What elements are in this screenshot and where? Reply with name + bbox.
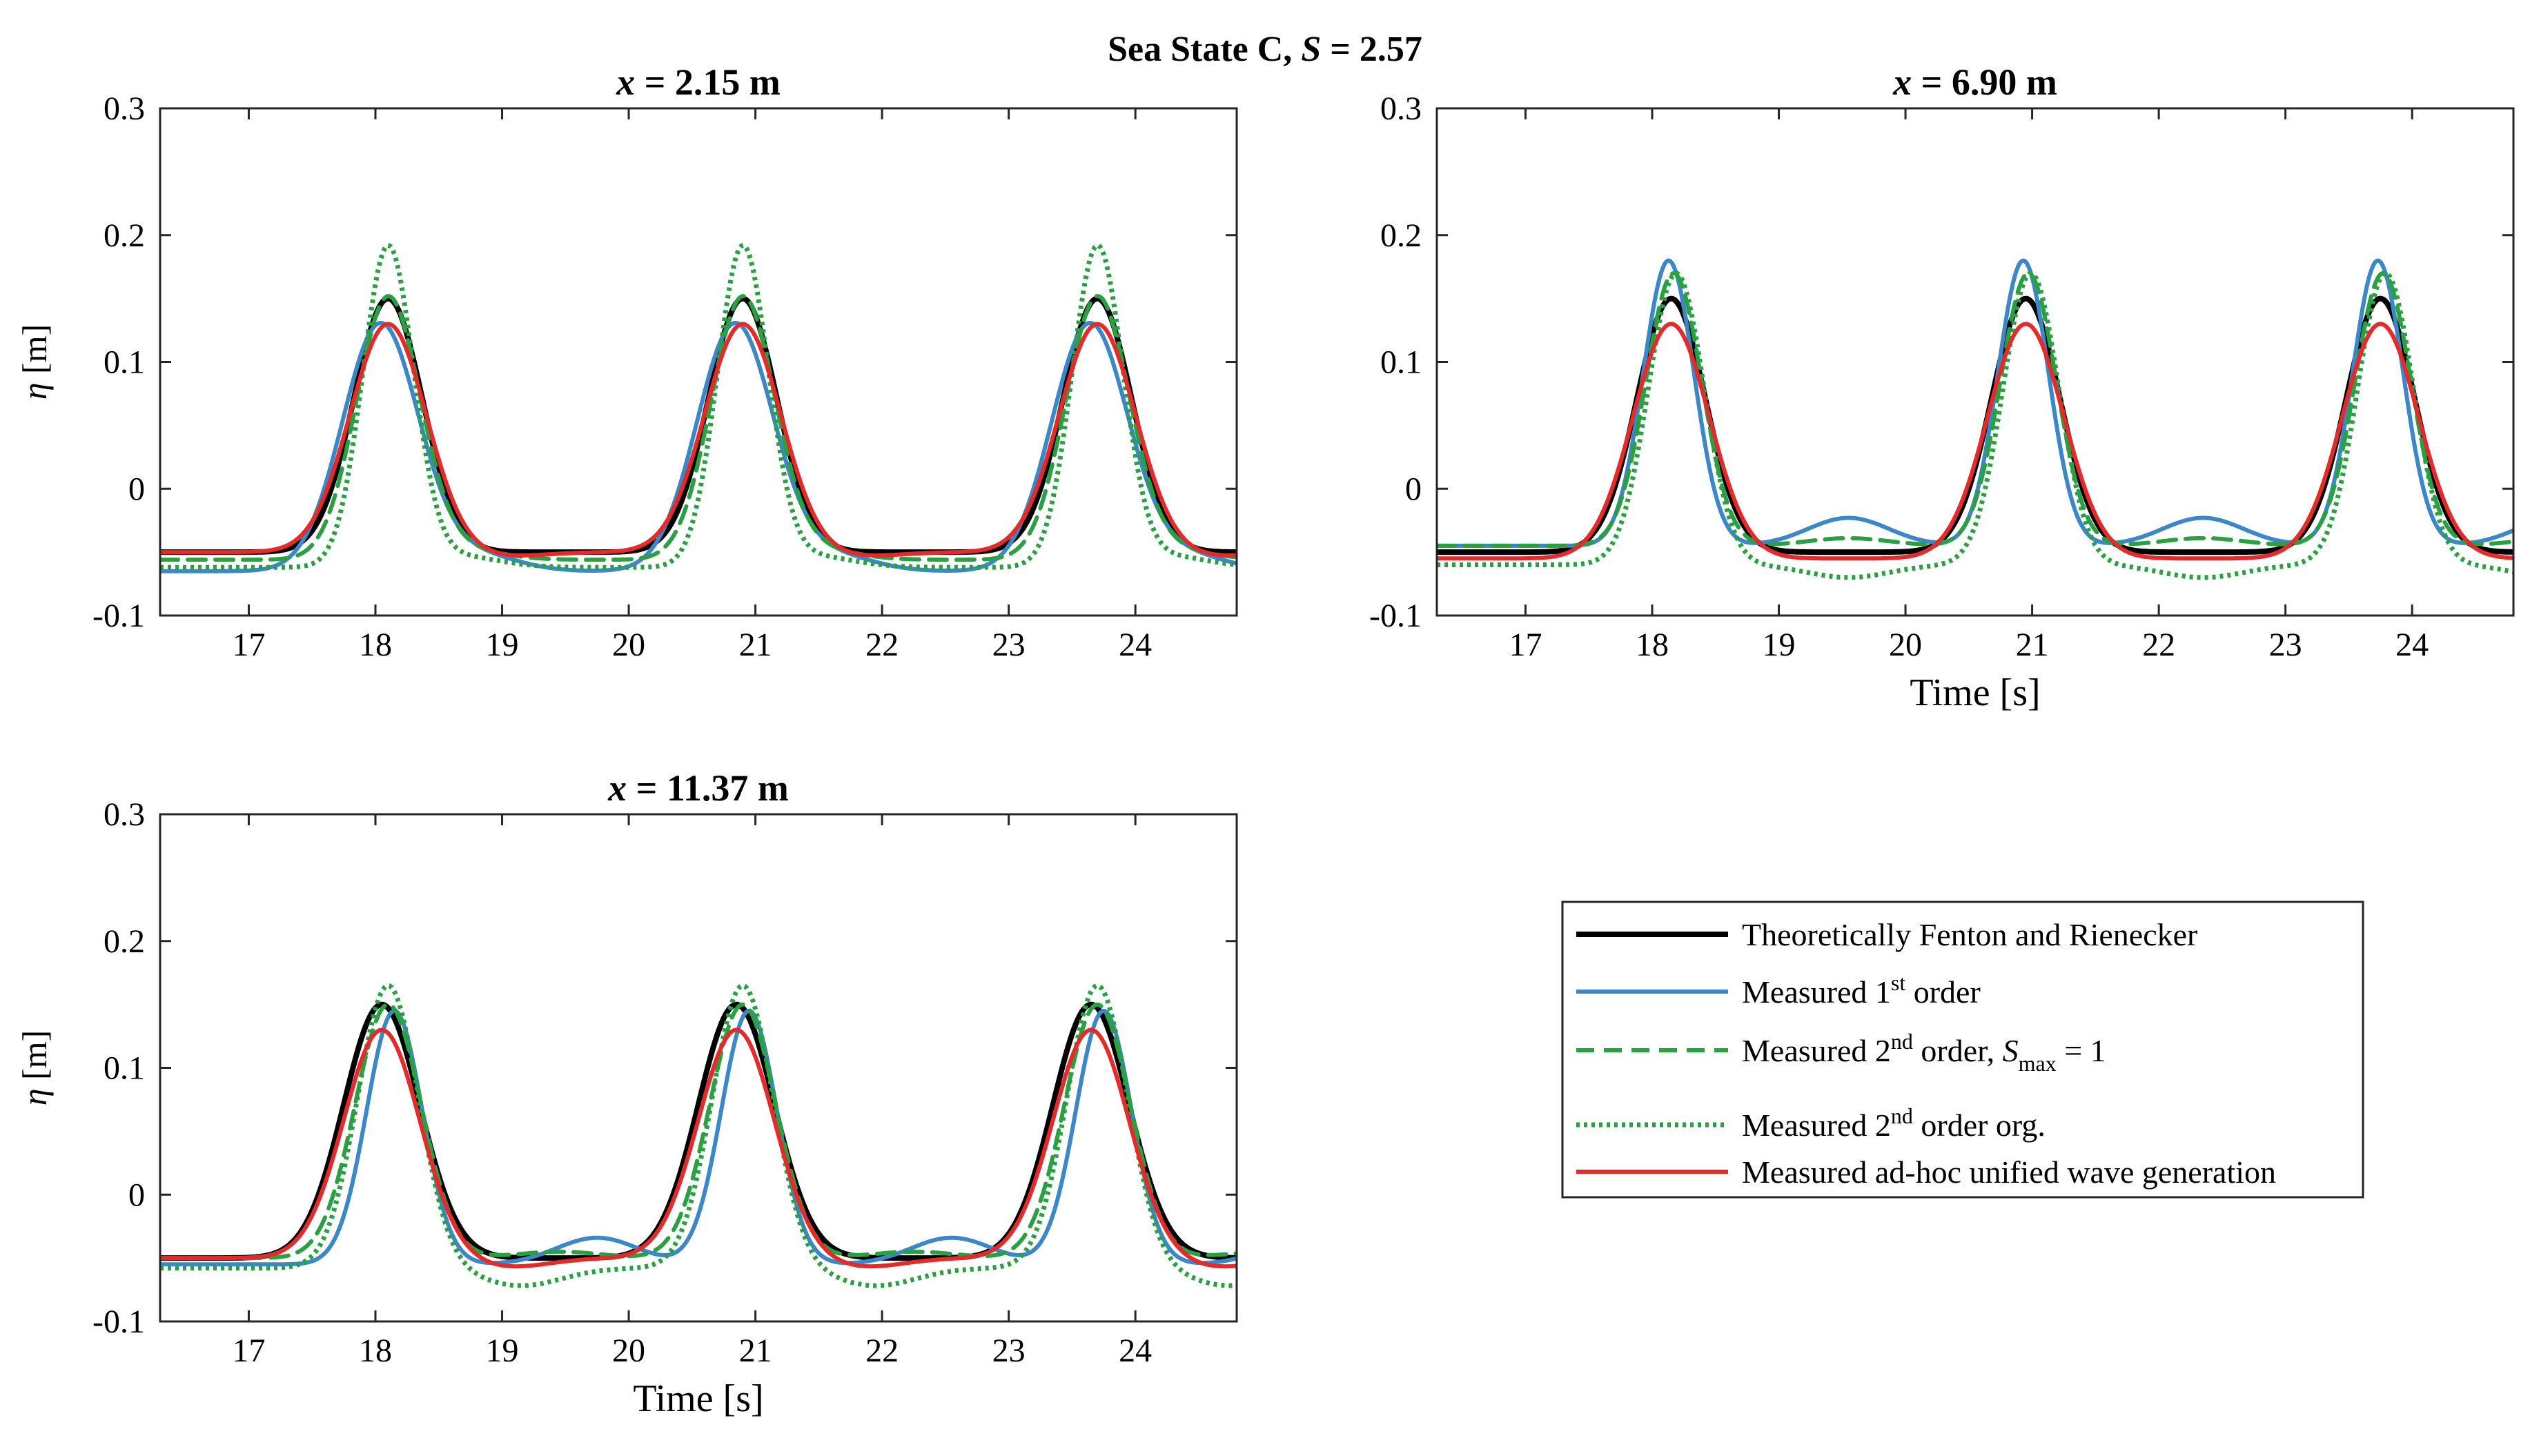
y-axis-label-unit: [m] — [15, 1030, 54, 1089]
subplot-grid: 17 18 19 20 21 22 23 24 -0.1 0 0.1 0.2 0.3 x = 2.15 m… — [15, 61, 2515, 1420]
y-tick-label: 0.2 — [1380, 217, 1422, 254]
y-tick-label: -0.1 — [1369, 598, 1422, 634]
y-tick-label: 0.1 — [104, 1050, 145, 1087]
legend-label-theory: Theoretically Fenton and Rienecker — [1742, 917, 2197, 952]
y-tick-label: 0.1 — [104, 344, 145, 381]
subplot-title: x = 6.90 m — [1892, 61, 2057, 103]
x-tick-label: 21 — [739, 1332, 772, 1369]
x-tick-label: 22 — [2142, 627, 2175, 663]
x-axis-label: Time [s] — [633, 1377, 763, 1420]
y-axis-label-variable: η — [15, 382, 54, 400]
series-line-second-order-org — [160, 983, 1237, 1288]
series-line-second-order-org — [160, 243, 1237, 570]
series-line-second-order — [160, 1002, 1237, 1261]
series-line-unified — [160, 322, 1237, 558]
x-tick-label: 20 — [612, 1332, 645, 1369]
legend: Theoretically Fenton and Rienecker Measur… — [1561, 901, 2364, 1199]
y-tick-label: 0.2 — [104, 923, 145, 960]
x-tick-label: 20 — [612, 627, 645, 663]
y-tick-label: 0.1 — [1380, 344, 1422, 381]
x-tick-label: 19 — [486, 627, 519, 663]
y-tick-label: 0 — [128, 471, 145, 507]
x-axis-label: Time [s] — [1910, 671, 2040, 714]
subplot-title-variable: x — [607, 767, 627, 809]
x-tick-label: 17 — [1509, 627, 1542, 663]
y-tick-label: 0.3 — [1380, 90, 1422, 127]
x-tick-label: 22 — [865, 1332, 899, 1369]
subplot-title-variable: x — [616, 61, 635, 103]
legend-label-first-order: Measured 1st order — [1742, 970, 1981, 1010]
x-tick-label: 19 — [1763, 627, 1796, 663]
x-tick-label: 17 — [232, 1332, 265, 1369]
subplot-2: 17 18 19 20 21 22 23 24 -0.1 0 0.1 0.2 0.3 x = 6.90 m… — [1369, 61, 2515, 714]
subplot-title-value: = 6.90 m — [1912, 61, 2057, 103]
y-tick-label: -0.1 — [92, 1303, 145, 1340]
plot-area — [1437, 258, 2513, 580]
subplot-title-value: = 2.15 m — [635, 61, 781, 103]
suptitle-variable: S — [1301, 30, 1321, 69]
series-line-first-order — [160, 1008, 1237, 1267]
plot-area — [160, 983, 1237, 1288]
series-line-unified — [1437, 322, 2513, 561]
x-tick-label: 18 — [359, 627, 392, 663]
series-line-second-order — [160, 294, 1237, 562]
subplot-title-value: = 11.37 m — [627, 767, 789, 809]
x-tick-label: 23 — [2269, 627, 2302, 663]
x-tick-label: 21 — [2016, 627, 2049, 663]
x-tick-label: 18 — [1636, 627, 1669, 663]
x-tick-label: 23 — [992, 1332, 1026, 1369]
y-tick-label: 0.3 — [104, 796, 145, 833]
subplot-3: 17 18 19 20 21 22 23 24 -0.1 0 0.1 0.2 0.3 x = 11.37 … — [15, 767, 1238, 1420]
legend-label-second-order: Measured 2nd order, Smax = 1 — [1742, 1029, 2106, 1076]
y-tick-label: -0.1 — [92, 598, 145, 634]
x-tick-label: 23 — [992, 627, 1026, 663]
x-tick-label: 24 — [1119, 627, 1152, 663]
subplot-1: 17 18 19 20 21 22 23 24 -0.1 0 0.1 0.2 0.3 x = 2.15 m… — [15, 61, 1238, 663]
plot-area — [160, 243, 1237, 573]
y-tick-label: 0.3 — [104, 90, 145, 127]
x-tick-label: 22 — [865, 627, 899, 663]
series-line-unified — [160, 1027, 1237, 1269]
series-line-second-order-org — [1437, 270, 2513, 580]
series-line-theory — [160, 1001, 1237, 1261]
legend-label-unified: Measured ad-hoc unified wave generation — [1742, 1154, 2276, 1190]
suptitle-prefix: Sea State C, — [1108, 30, 1301, 69]
y-tick-label: 0.2 — [104, 217, 145, 254]
legend-label-second-order-org: Measured 2nd order org. — [1742, 1103, 2046, 1143]
x-tick-label: 18 — [359, 1332, 392, 1369]
series-line-second-order — [1437, 270, 2513, 548]
subplot-title: x = 11.37 m — [607, 767, 789, 809]
x-tick-label: 21 — [739, 627, 772, 663]
y-axis-label: η [m] — [15, 324, 54, 400]
x-tick-label: 19 — [486, 1332, 519, 1369]
subplot-title: x = 2.15 m — [616, 61, 781, 103]
subplot-title-variable: x — [1892, 61, 1912, 103]
y-axis-label-variable: η — [15, 1088, 54, 1105]
series-line-first-order — [160, 320, 1237, 573]
figure-suptitle: Sea State C, S = 2.57 — [1108, 30, 1422, 69]
x-tick-label: 24 — [1119, 1332, 1152, 1369]
y-tick-label: 0 — [128, 1177, 145, 1213]
x-tick-label: 24 — [2395, 627, 2429, 663]
y-axis-label-unit: [m] — [15, 324, 54, 383]
series-line-theory — [1437, 295, 2513, 555]
y-tick-label: 0 — [1405, 471, 1422, 507]
suptitle-value: = 2.57 — [1321, 30, 1422, 69]
y-axis-label: η [m] — [15, 1030, 54, 1106]
x-tick-label: 17 — [232, 627, 265, 663]
x-tick-label: 20 — [1889, 627, 1922, 663]
